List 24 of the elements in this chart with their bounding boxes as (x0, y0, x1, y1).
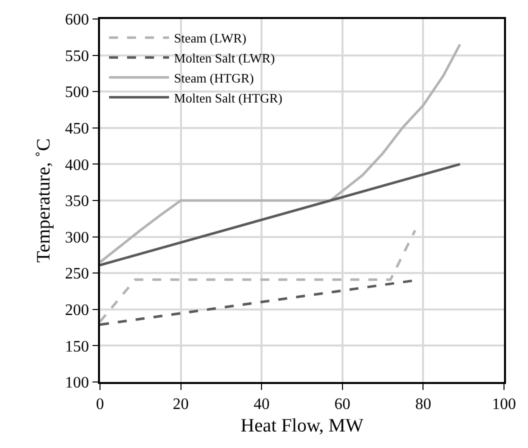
legend-label: Molten Salt (LWR) (174, 50, 275, 66)
x-axis-title: Heat Flow, MW (240, 415, 364, 436)
y-tick-label: 100 (65, 374, 90, 392)
line-series (100, 43, 462, 264)
y-axis-title: Temperature, ˚C (33, 138, 54, 263)
x-tick-label: 20 (172, 396, 189, 413)
y-tick-label: 500 (65, 84, 90, 102)
legend-label: Molten Salt (HTGR) (174, 90, 282, 106)
y-tick-label: 450 (65, 120, 90, 138)
y-tick-label: 550 (65, 48, 90, 65)
x-tick-label: 0 (96, 396, 104, 413)
y-tick-label: 250 (65, 266, 90, 283)
y-tick-label: 200 (65, 302, 90, 319)
x-tick-label: 60 (334, 396, 350, 413)
x-tick-label: 100 (492, 396, 516, 413)
y-tick-label: 400 (65, 156, 90, 174)
y-tick-label: 150 (65, 338, 90, 356)
y-tick-label: 350 (65, 193, 90, 210)
y-tick-label: 600 (65, 12, 90, 29)
legend-label: Steam (HTGR) (174, 70, 254, 86)
legend-label: Steam (LWR) (174, 30, 246, 46)
x-tick-label: 80 (415, 396, 432, 413)
x-tick-label: 40 (254, 396, 270, 413)
y-tick-label: 300 (65, 229, 90, 246)
